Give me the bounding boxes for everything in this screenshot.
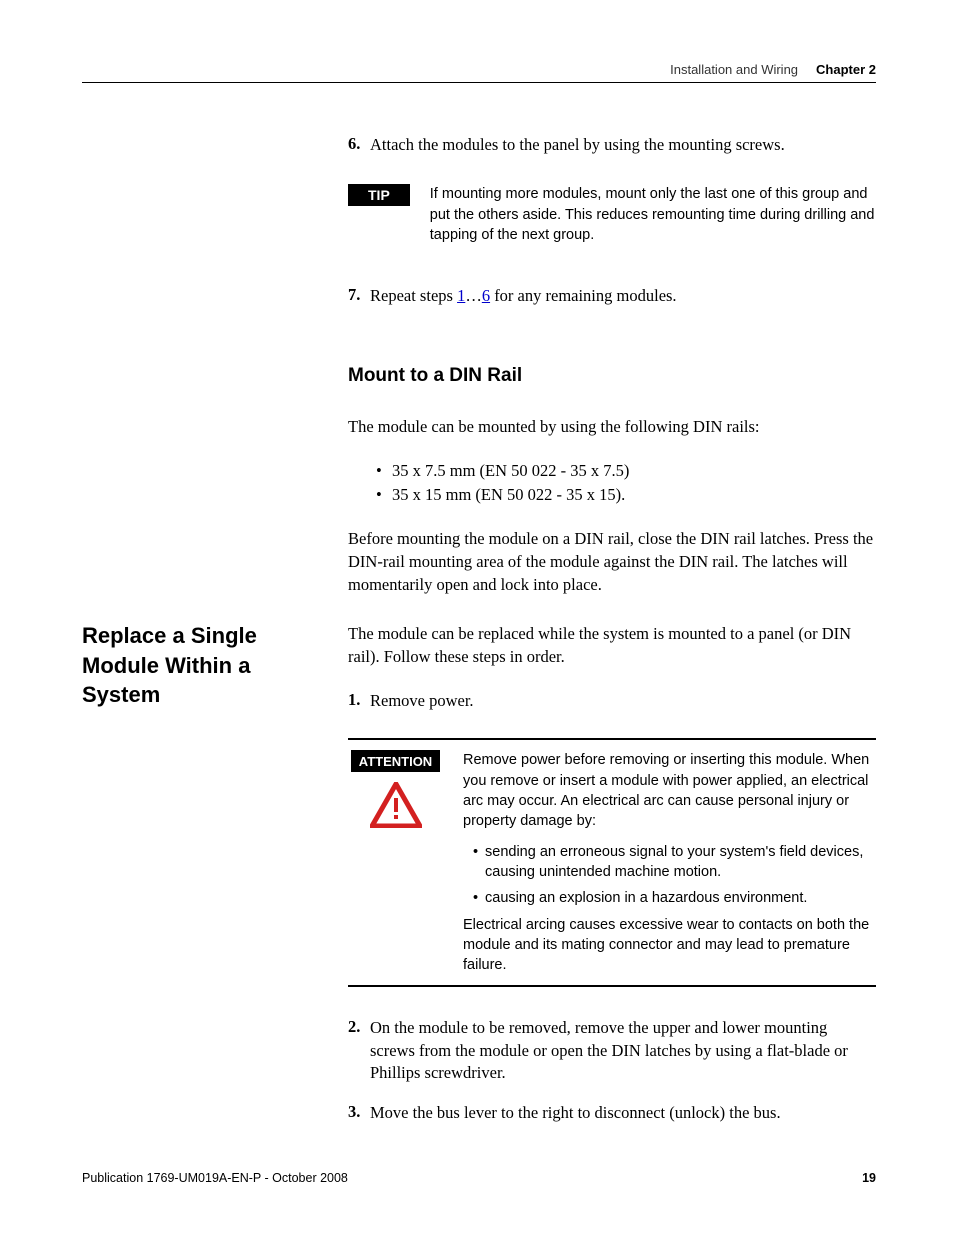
step-7-suffix: for any remaining modules. (490, 286, 677, 305)
tip-label: TIP (348, 184, 410, 206)
step-7-number: 7. (348, 285, 370, 307)
attention-bullet-2-text: causing an explosion in a hazardous envi… (485, 888, 807, 908)
bullet-icon: • (473, 888, 485, 908)
step-7-text: Repeat steps 1…6 for any remaining modul… (370, 285, 677, 307)
attention-top-rule (348, 738, 876, 740)
din-bullet-2: • 35 x 15 mm (EN 50 022 - 35 x 15). (376, 485, 876, 505)
bullet-icon: • (376, 461, 392, 481)
replace-step-3-number: 3. (348, 1102, 370, 1124)
warning-triangle-icon (370, 782, 422, 828)
bullet-icon: • (376, 485, 392, 505)
attention-bullet-1-text: sending an erroneous signal to your syst… (485, 842, 876, 883)
footer-publication: Publication 1769-UM019A-EN-P - October 2… (82, 1171, 348, 1185)
din-bullet-2-text: 35 x 15 mm (EN 50 022 - 35 x 15). (392, 485, 625, 505)
attention-intro: Remove power before removing or insertin… (463, 750, 876, 831)
replace-step-3: 3. Move the bus lever to the right to di… (348, 1102, 876, 1124)
page-header: Installation and Wiring Chapter 2 (670, 62, 876, 77)
replace-step-2: 2. On the module to be removed, remove t… (348, 1017, 876, 1084)
step-6-text: Attach the modules to the panel by using… (370, 134, 785, 156)
attention-bullet-2: • causing an explosion in a hazardous en… (473, 888, 876, 908)
attention-left-col: ATTENTION (348, 750, 443, 975)
replace-heading: Replace a Single Module Within a System (82, 621, 322, 710)
step-7-prefix: Repeat steps (370, 286, 457, 305)
attention-text-col: Remove power before removing or insertin… (463, 750, 876, 975)
replace-step-1-text: Remove power. (370, 690, 474, 712)
tip-label-wrap: TIP (348, 184, 410, 245)
din-bullet-1: • 35 x 7.5 mm (EN 50 022 - 35 x 7.5) (376, 461, 876, 481)
replace-step-1: 1. Remove power. (348, 690, 876, 712)
replace-step-1-number: 1. (348, 690, 370, 712)
bullet-icon: • (473, 842, 485, 883)
step-7: 7. Repeat steps 1…6 for any remaining mo… (348, 285, 876, 307)
attention-bullets: • sending an erroneous signal to your sy… (463, 842, 876, 909)
page-footer: Publication 1769-UM019A-EN-P - October 2… (82, 1171, 876, 1185)
header-section-text: Installation and Wiring (670, 62, 798, 77)
step-6: 6. Attach the modules to the panel by us… (348, 134, 876, 156)
din-bullet-list: • 35 x 7.5 mm (EN 50 022 - 35 x 7.5) • 3… (348, 461, 876, 505)
attention-bullet-1: • sending an erroneous signal to your sy… (473, 842, 876, 883)
replace-intro-text: The module can be replaced while the sys… (348, 622, 876, 668)
replace-step-2-number: 2. (348, 1017, 370, 1084)
replace-step-3-text: Move the bus lever to the right to disco… (370, 1102, 781, 1124)
header-rule (82, 82, 876, 83)
step-7-mid: … (465, 286, 482, 305)
step-7-link-6[interactable]: 6 (482, 286, 490, 305)
attention-label: ATTENTION (351, 750, 440, 772)
din-bullet-1-text: 35 x 7.5 mm (EN 50 022 - 35 x 7.5) (392, 461, 629, 481)
attention-box: ATTENTION Remove power before removing o… (348, 750, 876, 975)
header-chapter-text: Chapter 2 (816, 62, 876, 77)
attention-bottom-rule (348, 985, 876, 987)
step-6-number: 6. (348, 134, 370, 156)
replace-content: The module can be replaced while the sys… (348, 622, 876, 1130)
din-closing-text: Before mounting the module on a DIN rail… (348, 527, 876, 596)
attention-closing: Electrical arcing causes excessive wear … (463, 915, 876, 976)
din-subheading: Mount to a DIN Rail (348, 365, 876, 387)
main-content: 6. Attach the modules to the panel by us… (348, 134, 876, 596)
replace-step-2-text: On the module to be removed, remove the … (370, 1017, 876, 1084)
din-intro-text: The module can be mounted by using the f… (348, 415, 876, 438)
footer-page-number: 19 (862, 1171, 876, 1185)
tip-box: TIP If mounting more modules, mount only… (348, 184, 876, 245)
tip-text: If mounting more modules, mount only the… (430, 184, 876, 245)
